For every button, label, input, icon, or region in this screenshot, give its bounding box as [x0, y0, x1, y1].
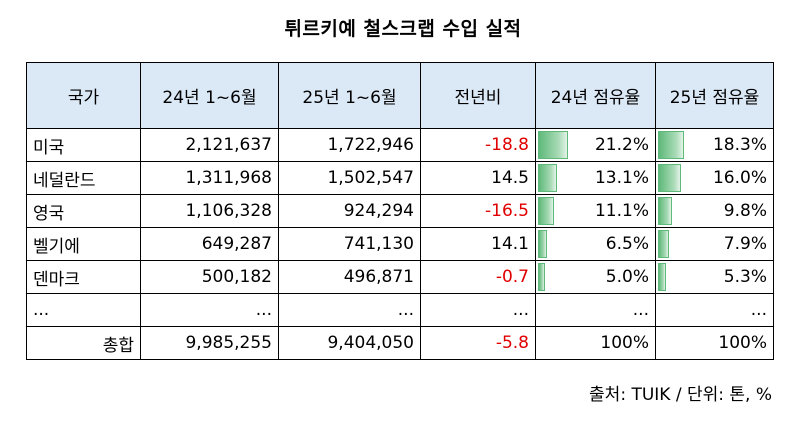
yoy-cell: 14.5 [420, 161, 536, 195]
value-24-cell: 1,106,328 [140, 194, 279, 228]
share-24-value: 11.1% [594, 201, 649, 221]
share-24-cell: 5.0% [535, 260, 656, 294]
share-25-bar [658, 197, 672, 225]
country-cell: 덴마크 [26, 260, 141, 294]
ellipsis-cell: ... [420, 293, 536, 327]
ellipsis-cell: ... [278, 293, 421, 327]
share-25-bar [658, 131, 684, 159]
import-table: 국가 24년 1~6월 25년 1~6월 전년비 24년 점유율 25년 점유율… [26, 62, 774, 360]
ellipsis-cell: ... [535, 293, 656, 327]
header-24-h1: 24년 1~6월 [140, 62, 279, 129]
share-24-bar [538, 164, 557, 192]
share-24-value: 21.2% [594, 135, 649, 155]
header-row: 국가 24년 1~6월 25년 1~6월 전년비 24년 점유율 25년 점유율 [26, 62, 774, 129]
share-25-cell: 7.9% [655, 227, 774, 261]
share-25-cell: 18.3% [655, 128, 774, 162]
value-24-cell: 2,121,637 [140, 128, 279, 162]
total-yoy-cell: -5.8 [420, 326, 536, 360]
yoy-cell: -16.5 [420, 194, 536, 228]
table-row: 벨기에 649,287 741,130 14.1 6.5% 7.9% [26, 227, 774, 261]
table-row: 네덜란드 1,311,968 1,502,547 14.5 13.1% 16.0… [26, 161, 774, 195]
value-25-cell: 496,871 [278, 260, 421, 294]
total-row: 총합 9,985,255 9,404,050 -5.8 100% 100% [26, 326, 774, 360]
total-25-cell: 9,404,050 [278, 326, 421, 360]
share-25-cell: 9.8% [655, 194, 774, 228]
header-share-24: 24년 점유율 [535, 62, 656, 129]
header-share-25: 25년 점유율 [655, 62, 774, 129]
total-share-24-cell: 100% [535, 326, 656, 360]
source-note: 출처: TUIK / 단위: 톤, % [589, 385, 772, 405]
country-cell: 네덜란드 [26, 161, 141, 195]
share-24-cell: 13.1% [535, 161, 656, 195]
table-row: 영국 1,106,328 924,294 -16.5 11.1% 9.8% [26, 194, 774, 228]
share-24-cell: 21.2% [535, 128, 656, 162]
share-24-value: 13.1% [594, 168, 649, 188]
value-24-cell: 649,287 [140, 227, 279, 261]
value-25-cell: 1,502,547 [278, 161, 421, 195]
share-25-value: 5.3% [723, 267, 767, 287]
header-yoy: 전년비 [420, 62, 536, 129]
share-25-cell: 16.0% [655, 161, 774, 195]
share-24-cell: 6.5% [535, 227, 656, 261]
yoy-cell: -18.8 [420, 128, 536, 162]
table-title: 튀르키예 철스크랩 수입 실적 [284, 18, 522, 40]
value-25-cell: 1,722,946 [278, 128, 421, 162]
table-row: 덴마크 500,182 496,871 -0.7 5.0% 5.3% [26, 260, 774, 294]
ellipsis-cell: ... [26, 293, 141, 327]
share-24-value: 6.5% [605, 234, 649, 254]
share-24-bar [538, 197, 554, 225]
share-25-bar [658, 230, 670, 258]
share-25-bar [658, 164, 681, 192]
share-25-value: 18.3% [712, 135, 767, 155]
country-cell: 벨기에 [26, 227, 141, 261]
header-country: 국가 [26, 62, 141, 129]
yoy-cell: -0.7 [420, 260, 536, 294]
ellipsis-row: ... ... ... ... ... ... [26, 293, 774, 327]
total-24-cell: 9,985,255 [140, 326, 279, 360]
total-share-25-cell: 100% [655, 326, 774, 360]
table-row: 미국 2,121,637 1,722,946 -18.8 21.2% 18.3% [26, 128, 774, 162]
value-25-cell: 741,130 [278, 227, 421, 261]
country-cell: 미국 [26, 128, 141, 162]
ellipsis-cell: ... [655, 293, 774, 327]
value-24-cell: 500,182 [140, 260, 279, 294]
value-25-cell: 924,294 [278, 194, 421, 228]
value-24-cell: 1,311,968 [140, 161, 279, 195]
ellipsis-cell: ... [140, 293, 279, 327]
yoy-cell: 14.1 [420, 227, 536, 261]
header-25-h1: 25년 1~6월 [278, 62, 421, 129]
share-25-value: 7.9% [723, 234, 767, 254]
share-25-value: 9.8% [723, 201, 767, 221]
share-24-value: 5.0% [605, 267, 649, 287]
share-24-bar [538, 230, 548, 258]
share-25-value: 16.0% [712, 168, 767, 188]
share-25-cell: 5.3% [655, 260, 774, 294]
share-24-bar [538, 263, 546, 291]
total-label: 총합 [26, 326, 141, 360]
share-24-bar [538, 131, 568, 159]
share-25-bar [658, 263, 666, 291]
country-cell: 영국 [26, 194, 141, 228]
share-24-cell: 11.1% [535, 194, 656, 228]
